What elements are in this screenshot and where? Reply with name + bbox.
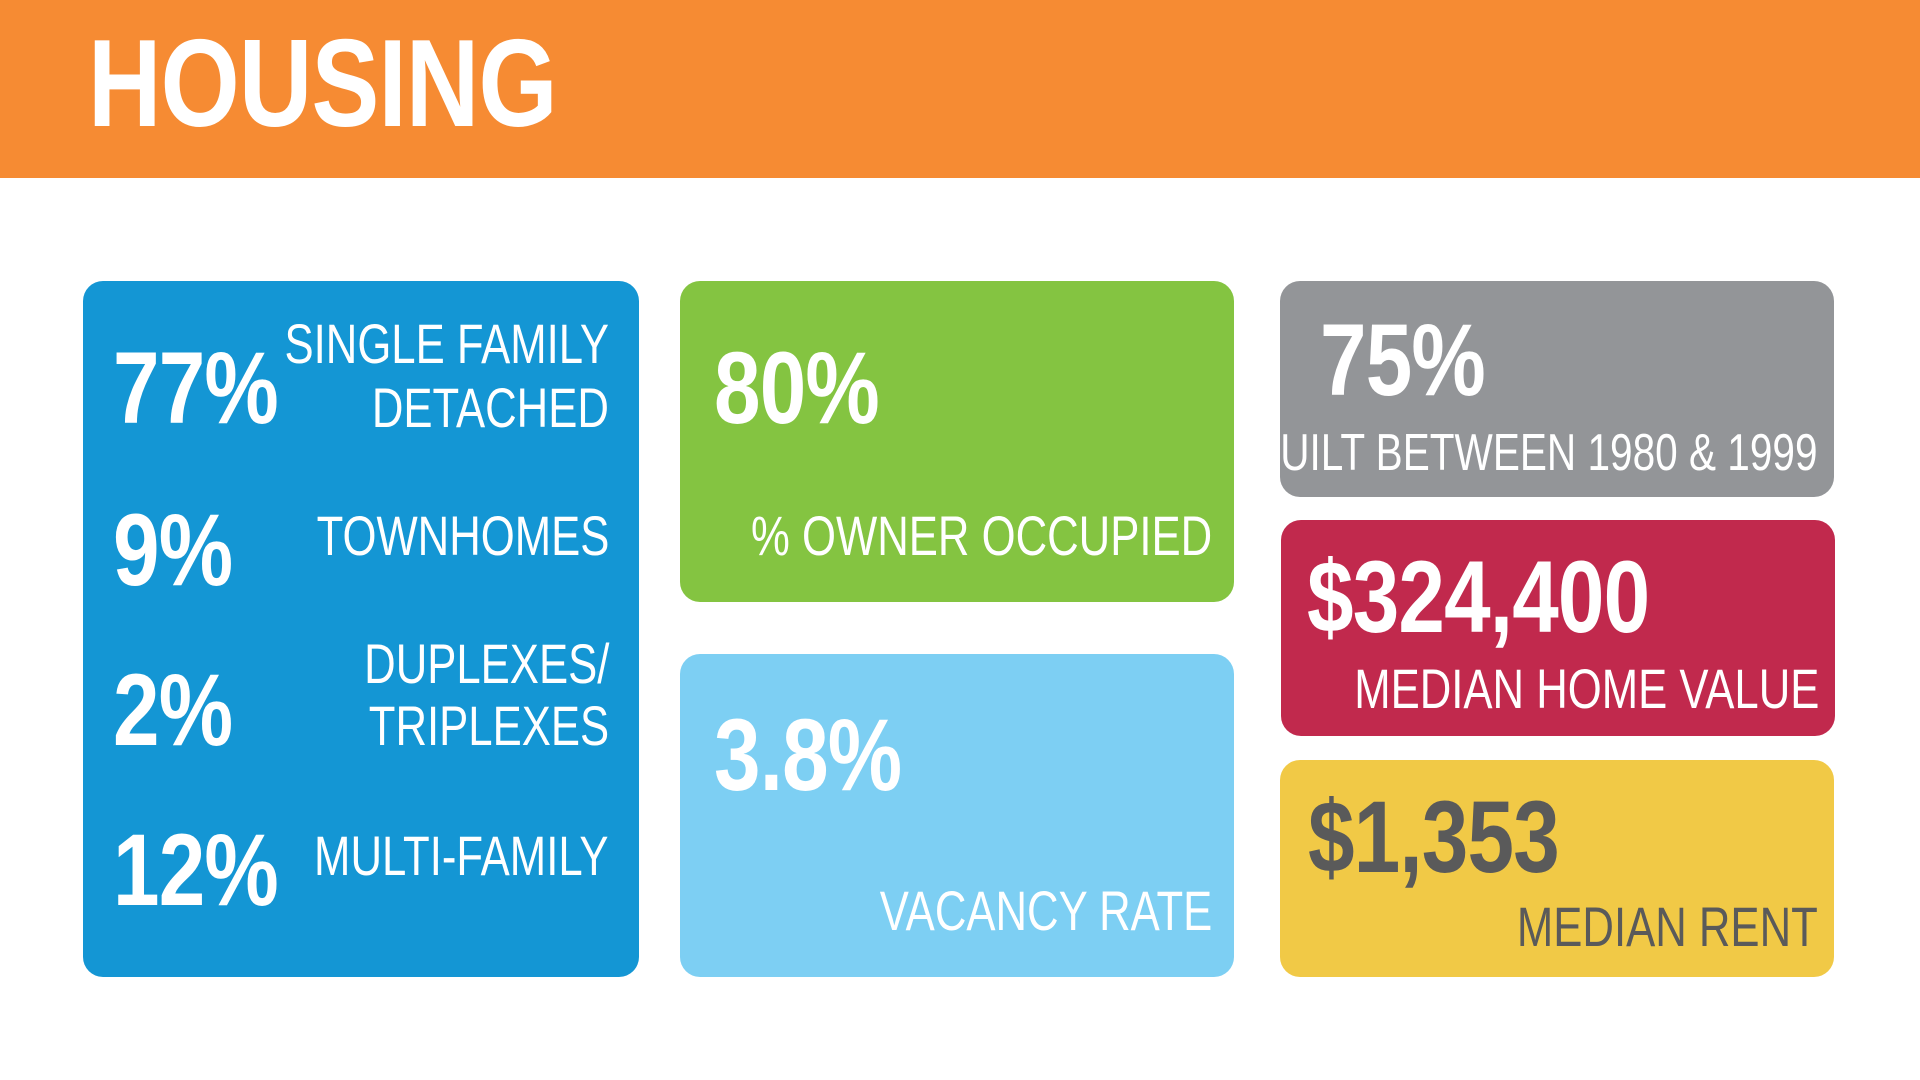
duplexes-percent: 2% bbox=[113, 653, 233, 767]
median-home-value: $324,400 bbox=[1307, 540, 1650, 654]
built-between-label: BUILT BETWEEN 1980 & 1999 bbox=[1280, 424, 1818, 482]
owner-occupied-card: 80% % OWNER OCCUPIED bbox=[680, 281, 1234, 602]
single-family-label-line2: DETACHED bbox=[371, 376, 609, 439]
built-between-value: 75% bbox=[1320, 303, 1486, 417]
vacancy-rate-value: 3.8% bbox=[714, 698, 902, 812]
median-home-value-card: $324,400 MEDIAN HOME VALUE bbox=[1281, 520, 1835, 736]
owner-occupied-label: % OWNER OCCUPIED bbox=[750, 504, 1212, 567]
vacancy-rate-label: VACANCY RATE bbox=[879, 879, 1212, 942]
median-rent-label: MEDIAN RENT bbox=[1517, 895, 1818, 958]
housing-types-card: 77% SINGLE FAMILY DETACHED 9% TOWNHOMES … bbox=[83, 281, 639, 977]
owner-occupied-value: 80% bbox=[714, 331, 880, 445]
median-rent-value: $1,353 bbox=[1308, 780, 1560, 894]
multi-family-label: MULTI-FAMILY bbox=[314, 824, 609, 887]
townhomes-label: TOWNHOMES bbox=[316, 504, 609, 567]
vacancy-rate-card: 3.8% VACANCY RATE bbox=[680, 654, 1234, 977]
single-family-label-line1: SINGLE FAMILY bbox=[284, 312, 609, 375]
duplexes-label-line1: DUPLEXES/ bbox=[363, 632, 609, 695]
header-banner: HOUSING bbox=[0, 0, 1920, 178]
duplexes-label-line2: TRIPLEXES bbox=[368, 694, 609, 757]
multi-family-percent: 12% bbox=[113, 813, 279, 927]
built-between-card: 75% BUILT BETWEEN 1980 & 1999 bbox=[1280, 281, 1834, 497]
single-family-percent: 77% bbox=[113, 331, 279, 445]
page-title: HOUSING bbox=[88, 15, 558, 153]
median-rent-card: $1,353 MEDIAN RENT bbox=[1280, 760, 1834, 977]
median-home-value-label: MEDIAN HOME VALUE bbox=[1353, 657, 1819, 720]
townhomes-percent: 9% bbox=[113, 493, 233, 607]
